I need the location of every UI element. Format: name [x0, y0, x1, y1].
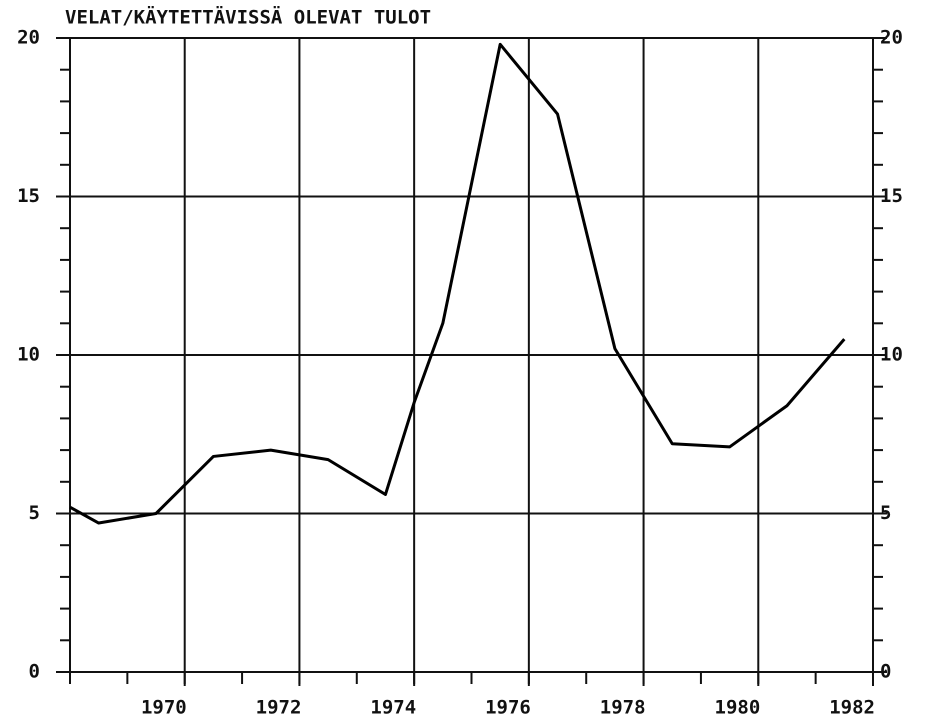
x-tick-label: 1976 — [485, 697, 531, 719]
x-tick-label: 1982 — [829, 697, 875, 719]
y-tick-label: 15 — [17, 185, 40, 207]
y-tick-label: 10 — [17, 344, 40, 366]
x-tick-label: 1980 — [715, 697, 761, 719]
y-tick-label: 20 — [17, 27, 40, 49]
data-line — [69, 42, 846, 525]
x-tick-label: 1970 — [141, 697, 187, 719]
y-tick-label: 5 — [29, 502, 40, 524]
y-tick-label: 0 — [29, 661, 40, 683]
y2-tick-label: 20 — [880, 27, 903, 49]
y2-tick-label: 10 — [880, 344, 903, 366]
x-tick-label: 1974 — [370, 697, 416, 719]
chart-title: VELAT/KÄYTETTÄVISSÄ OLEVAT TULOT — [65, 5, 431, 29]
x-tick-label: 1978 — [600, 697, 646, 719]
y2-tick-label: 15 — [880, 185, 903, 207]
x-tick-label: 1972 — [256, 697, 302, 719]
